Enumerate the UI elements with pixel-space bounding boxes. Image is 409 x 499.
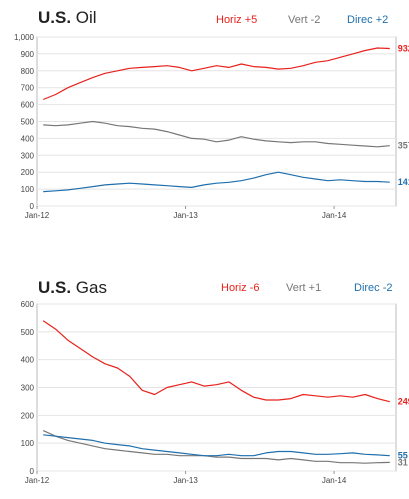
legend-change: +1 <box>308 282 322 294</box>
gas-chart-title: U.S. Gas <box>38 278 107 298</box>
oil-title-bold: U.S. <box>38 8 72 27</box>
gas-y-tick-label: 600 <box>21 300 35 309</box>
gas-legend-direc: Direc -2 <box>354 282 393 294</box>
oil-x-tick-label: Jan-13 <box>173 211 198 220</box>
oil-y-tick-label: 900 <box>21 50 35 59</box>
legend-label: Direc <box>347 14 373 26</box>
oil-title-rest: Oil <box>75 8 97 27</box>
gas-y-tick-label: 400 <box>21 356 35 365</box>
legend-label: Horiz <box>216 14 242 26</box>
legend-change: +5 <box>244 14 258 26</box>
oil-legend-horiz: Horiz +5 <box>216 14 257 26</box>
oil-y-tick-label: 1,000 <box>14 33 35 42</box>
gas-end-label-0: 249 <box>398 397 409 407</box>
gas-y-tick-label: 100 <box>21 439 35 448</box>
gas-y-tick-label: 500 <box>21 328 35 337</box>
gas-legend-vert: Vert +1 <box>286 282 321 294</box>
gas-legend-horiz: Horiz -6 <box>221 282 260 294</box>
oil-chart-title: U.S. Oil <box>38 8 97 28</box>
legend-label: Direc <box>354 282 380 294</box>
gas-x-tick-label: Jan-12 <box>25 476 50 485</box>
oil-series-line-1 <box>43 120 390 148</box>
legend-change: +2 <box>375 14 389 26</box>
oil-x-tick-label: Jan-12 <box>25 211 50 220</box>
gas-chart-panel: U.S. Gas Horiz -6 Vert +1 Direc -2 0 100 2… <box>0 270 409 499</box>
oil-series-line-2 <box>43 171 390 193</box>
gas-title-bold: U.S. <box>38 278 72 297</box>
legend-change: -2 <box>382 282 393 294</box>
gas-y-tick-label: 300 <box>21 384 35 393</box>
oil-chart-panel: U.S. Oil Horiz +5 Vert -2 Direc +2 0 100 2… <box>0 0 409 240</box>
gas-series-line-1 <box>42 430 390 464</box>
oil-y-tick-label: 0 <box>30 202 35 211</box>
oil-end-label-0: 932 <box>398 43 409 53</box>
gas-end-label-1: 31 <box>398 457 408 467</box>
gas-y-tick-label: 200 <box>21 411 35 420</box>
legend-change: -2 <box>310 14 321 26</box>
gas-x-tick-label: Jan-13 <box>173 476 198 485</box>
legend-label: Horiz <box>221 282 247 294</box>
oil-series-line-0 <box>42 47 390 101</box>
oil-y-tick-label: 600 <box>21 101 35 110</box>
oil-y-tick-label: 500 <box>21 118 35 127</box>
gas-end-label-2: 55 <box>398 451 408 461</box>
oil-x-tick-label: Jan-14 <box>322 211 347 220</box>
oil-y-tick-label: 200 <box>21 168 35 177</box>
oil-y-tick-label: 800 <box>21 67 35 76</box>
gas-title-rest: Gas <box>75 278 107 297</box>
oil-legend-vert: Vert -2 <box>288 14 320 26</box>
legend-label: Vert <box>286 282 306 294</box>
gas-x-tick-label: Jan-14 <box>322 476 347 485</box>
oil-y-tick-label: 700 <box>21 84 35 93</box>
oil-y-tick-label: 400 <box>21 134 35 143</box>
gas-series-line-2 <box>43 434 390 457</box>
oil-legend-direc: Direc +2 <box>347 14 388 26</box>
gas-y-tick-label: 0 <box>30 467 35 476</box>
legend-change: -6 <box>249 282 260 294</box>
gas-series-line-0 <box>42 320 390 403</box>
oil-end-label-2: 141 <box>398 177 409 187</box>
oil-end-label-1: 357 <box>398 141 409 151</box>
gas-line-chart: 0 100 200 300 400 500 600 Jan-12 Jan-13 Jan-14 249… <box>21 300 409 485</box>
oil-y-tick-label: 100 <box>21 185 35 194</box>
oil-y-tick-label: 300 <box>21 151 35 160</box>
legend-label: Vert <box>288 14 308 26</box>
oil-line-chart: 0 100 200 300 400 500 600 700 800 900 1,000 Jan-12 J… <box>14 33 409 220</box>
